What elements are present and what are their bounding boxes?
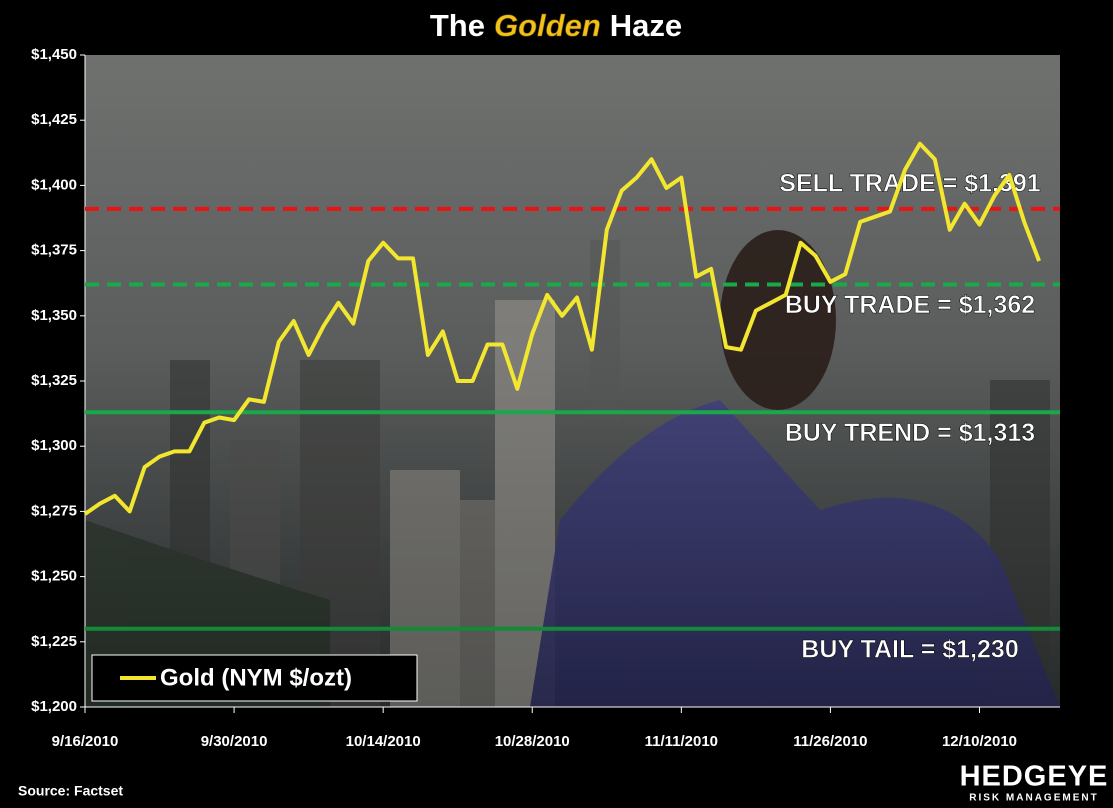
logo-tagline: RISK MANAGEMENT bbox=[969, 793, 1098, 804]
reference-label: BUY TREND = $1,313 bbox=[785, 419, 1035, 447]
legend-label: Gold (NYM $/ozt) bbox=[160, 664, 352, 691]
y-tick-label: $1,400 bbox=[31, 176, 77, 193]
y-tick-label: $1,450 bbox=[31, 46, 77, 63]
photo-face bbox=[720, 230, 836, 410]
y-tick-label: $1,325 bbox=[31, 372, 77, 389]
source-note: Source: Factset bbox=[18, 783, 123, 799]
y-tick-label: $1,350 bbox=[31, 307, 77, 324]
y-tick-label: $1,225 bbox=[31, 633, 77, 650]
data-line bbox=[83, 141, 1041, 516]
x-tick-label: 11/26/2010 bbox=[793, 733, 867, 750]
x-tick-label: 12/10/2010 bbox=[942, 733, 1017, 750]
y-tick-label: $1,300 bbox=[31, 437, 77, 454]
y-tick-label: $1,250 bbox=[31, 568, 77, 585]
logo-name: HEDGEYE bbox=[960, 761, 1109, 793]
y-tick-label: $1,375 bbox=[31, 242, 77, 259]
y-tick-label: $1,275 bbox=[31, 502, 77, 519]
chart-title: The Golden Haze bbox=[430, 8, 682, 43]
y-tick-label: $1,425 bbox=[31, 111, 77, 128]
reference-label: BUY TRADE = $1,362 bbox=[785, 291, 1035, 319]
x-tick-label: 10/14/2010 bbox=[346, 733, 421, 750]
x-tick-label: 10/28/2010 bbox=[495, 733, 570, 750]
reference-label: BUY TAIL = $1,230 bbox=[801, 635, 1018, 663]
y-tick-label: $1,200 bbox=[31, 698, 77, 715]
x-tick-label: 9/16/2010 bbox=[52, 733, 119, 750]
x-tick-label: 9/30/2010 bbox=[201, 733, 268, 750]
x-tick-label: 11/11/2010 bbox=[645, 733, 718, 750]
